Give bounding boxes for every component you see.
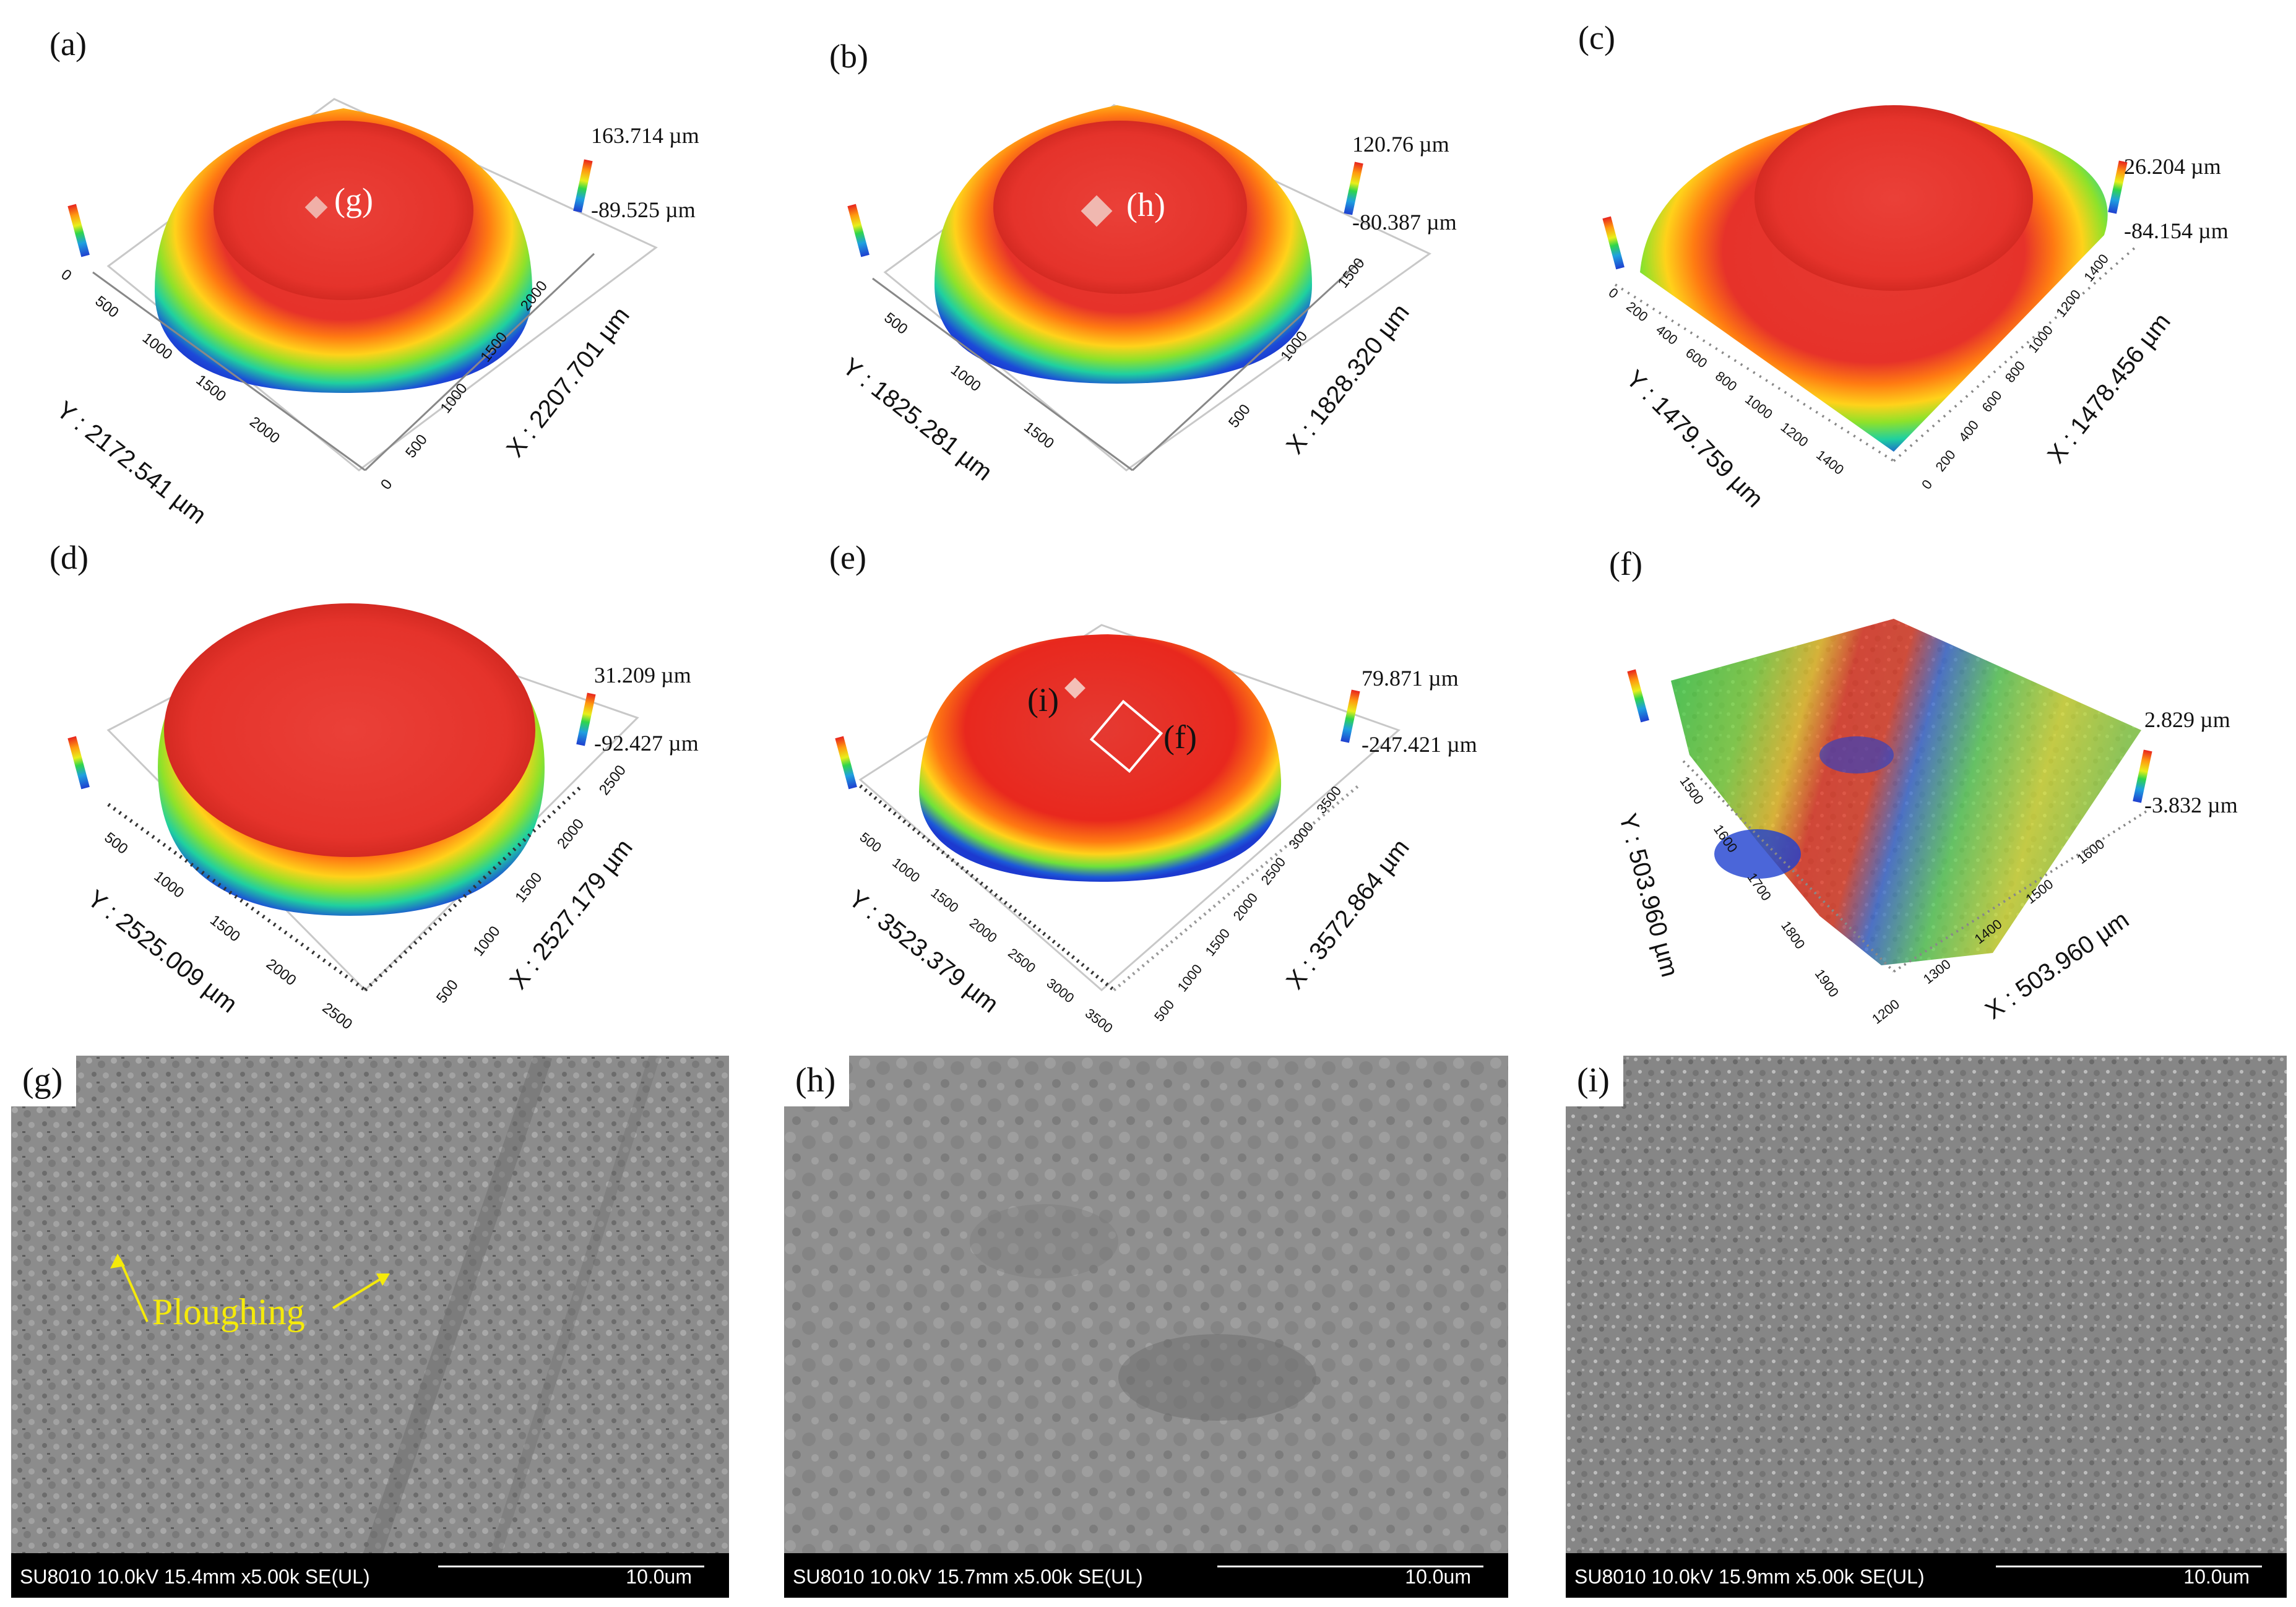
panel-label: (d)	[50, 539, 88, 576]
scale-ticks	[1217, 1557, 1483, 1567]
max-value: 120.76 µm	[1352, 132, 1449, 157]
sem-texture	[784, 1056, 1508, 1598]
surface-plot	[1602, 105, 2136, 462]
region-marker-label-i: (i)	[1027, 681, 1059, 718]
sem-image-i: (i) SU8010 10.0kV 15.9mm x5.00k SE(UL) 1…	[1566, 1056, 2287, 1598]
sem-image-h: (h) SU8010 10.0kV 15.7mm x5.00k SE(UL) 1…	[784, 1056, 1508, 1598]
panel-a: (a) (g) 163.714 µm -89.525 µm Y : 2172.5…	[0, 0, 743, 529]
ploughing-annotation: Ploughing	[152, 1291, 305, 1332]
max-value: 163.714 µm	[591, 123, 699, 148]
region-marker-label-f: (f)	[1163, 718, 1197, 756]
scale-bar-label: 10.0um	[1405, 1566, 1471, 1588]
sem-info-bar: SU8010 10.0kV 15.9mm x5.00k SE(UL) 10.0u…	[1566, 1553, 2287, 1598]
max-value: 26.204 µm	[2124, 154, 2221, 179]
scale-bar-label: 10.0um	[2183, 1566, 2250, 1588]
panel-label: (h)	[784, 1056, 850, 1106]
surface-plot	[847, 104, 1431, 472]
panel-b: (b) (h) 120.76 µm -80.387 µm Y : 1825.28…	[780, 0, 1522, 526]
panel-c: (c) 26.204 µm -84.154 µm Y : 1479.759 µm…	[1547, 0, 2296, 526]
roughness-surface	[1627, 619, 2152, 973]
panel-label: (g)	[11, 1056, 77, 1106]
region-marker-label: (g)	[334, 181, 373, 218]
region-marker-f	[1089, 699, 1163, 773]
min-value: -247.421 µm	[1362, 732, 1477, 757]
sem-info-bar: SU8010 10.0kV 15.4mm x5.00k SE(UL) 10.0u…	[11, 1553, 729, 1598]
min-value: -3.832 µm	[2144, 793, 2238, 817]
region-marker	[304, 196, 328, 219]
max-value: 2.829 µm	[2144, 707, 2230, 732]
panel-d: (d) 31.209 µm -92.427 µm Y : 2525.009 µm…	[0, 532, 743, 1058]
sem-texture	[11, 1056, 729, 1598]
min-value: -80.387 µm	[1352, 210, 1457, 235]
panel-label: (i)	[1566, 1056, 1623, 1106]
scale-ticks	[438, 1557, 704, 1567]
panel-label: (b)	[829, 38, 868, 75]
panel-label: (c)	[1578, 19, 1615, 56]
panel-f: (f) 2.829 µm -3.832 µm Y : 503.960 µm X …	[1547, 532, 2296, 1058]
sem-info-bar: SU8010 10.0kV 15.7mm x5.00k SE(UL) 10.0u…	[784, 1553, 1508, 1598]
scale-bar-label: 10.0um	[626, 1566, 692, 1588]
sem-texture	[1566, 1056, 2287, 1598]
sem-info: SU8010 10.0kV 15.7mm x5.00k SE(UL)	[793, 1566, 1143, 1588]
min-value: -89.525 µm	[591, 197, 696, 222]
panel-label: (a)	[50, 25, 87, 62]
panel-label: (e)	[829, 539, 866, 576]
panel-label: (f)	[1609, 545, 1642, 582]
sem-info: SU8010 10.0kV 15.9mm x5.00k SE(UL)	[1574, 1566, 1925, 1588]
sem-image-g: (g) Ploughing SU8010 10.0kV 15.4mm x5.00…	[11, 1056, 729, 1598]
surface-plot	[67, 98, 658, 472]
min-value: -84.154 µm	[2124, 218, 2229, 243]
panel-e: (e) (i) (f) 79.871 µm -247.421 µm Y : 35…	[780, 532, 1522, 1058]
region-marker	[1081, 195, 1113, 227]
scale-ticks	[1996, 1557, 2262, 1567]
region-marker-label: (h)	[1126, 186, 1165, 223]
max-value: 79.871 µm	[1362, 666, 1459, 691]
surface-plot	[67, 603, 639, 992]
surface-plot	[835, 624, 1400, 992]
min-value: -92.427 µm	[594, 731, 699, 756]
max-value: 31.209 µm	[594, 663, 691, 687]
region-marker-i	[1064, 678, 1085, 699]
sem-info: SU8010 10.0kV 15.4mm x5.00k SE(UL)	[20, 1566, 370, 1588]
